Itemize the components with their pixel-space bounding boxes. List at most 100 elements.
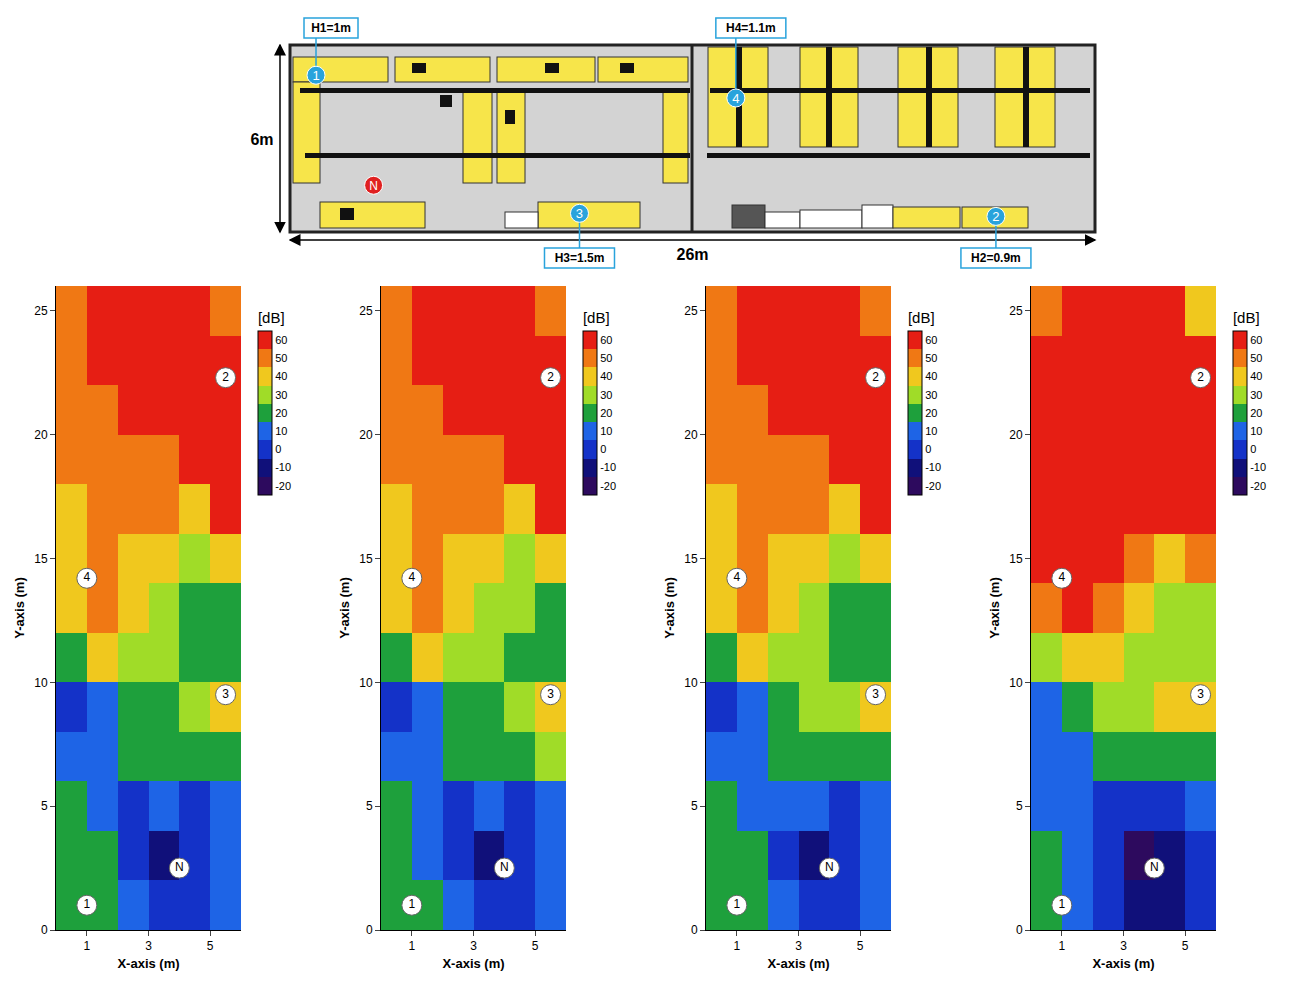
svg-text:10: 10 bbox=[359, 676, 373, 690]
svg-text:4: 4 bbox=[733, 570, 740, 584]
svg-text:2: 2 bbox=[222, 370, 229, 384]
svg-text:1: 1 bbox=[83, 897, 90, 911]
svg-text:H1=1m: H1=1m bbox=[311, 21, 351, 35]
svg-text:X-axis (m): X-axis (m) bbox=[1092, 956, 1154, 971]
svg-text:20: 20 bbox=[1250, 407, 1262, 419]
svg-text:[dB]: [dB] bbox=[583, 309, 610, 326]
svg-text:N: N bbox=[175, 860, 184, 874]
svg-text:25: 25 bbox=[359, 304, 373, 318]
svg-text:20: 20 bbox=[1009, 428, 1023, 442]
svg-text:60: 60 bbox=[925, 334, 937, 346]
svg-text:0: 0 bbox=[41, 923, 48, 937]
svg-text:1: 1 bbox=[408, 897, 415, 911]
svg-text:1: 1 bbox=[83, 939, 90, 953]
svg-text:25: 25 bbox=[1009, 304, 1023, 318]
svg-text:15: 15 bbox=[359, 552, 373, 566]
svg-text:15: 15 bbox=[34, 552, 48, 566]
svg-text:0: 0 bbox=[366, 923, 373, 937]
svg-text:[dB]: [dB] bbox=[1233, 309, 1260, 326]
svg-text:60: 60 bbox=[600, 334, 612, 346]
svg-text:2: 2 bbox=[1197, 370, 1204, 384]
svg-text:40: 40 bbox=[1250, 370, 1262, 382]
svg-text:5: 5 bbox=[207, 939, 214, 953]
svg-text:-20: -20 bbox=[925, 480, 941, 492]
svg-text:5: 5 bbox=[1182, 939, 1189, 953]
svg-text:4: 4 bbox=[408, 570, 415, 584]
svg-text:Y-axis (m): Y-axis (m) bbox=[337, 577, 352, 638]
svg-text:10: 10 bbox=[1009, 676, 1023, 690]
svg-text:[dB]: [dB] bbox=[908, 309, 935, 326]
svg-text:10: 10 bbox=[925, 425, 937, 437]
svg-text:3: 3 bbox=[1197, 687, 1204, 701]
svg-text:1: 1 bbox=[408, 939, 415, 953]
svg-text:25: 25 bbox=[34, 304, 48, 318]
svg-text:-10: -10 bbox=[1250, 461, 1266, 473]
svg-text:-20: -20 bbox=[600, 480, 616, 492]
svg-text:5: 5 bbox=[366, 799, 373, 813]
svg-text:10: 10 bbox=[600, 425, 612, 437]
svg-text:X-axis (m): X-axis (m) bbox=[442, 956, 504, 971]
svg-text:5: 5 bbox=[1016, 799, 1023, 813]
svg-text:15: 15 bbox=[1009, 552, 1023, 566]
svg-text:40: 40 bbox=[925, 370, 937, 382]
svg-text:20: 20 bbox=[600, 407, 612, 419]
svg-text:0: 0 bbox=[1250, 443, 1256, 455]
svg-text:50: 50 bbox=[600, 352, 612, 364]
svg-text:2: 2 bbox=[547, 370, 554, 384]
svg-text:-10: -10 bbox=[600, 461, 616, 473]
svg-text:-20: -20 bbox=[275, 480, 291, 492]
svg-text:50: 50 bbox=[275, 352, 287, 364]
svg-text:4: 4 bbox=[1058, 570, 1065, 584]
svg-text:N: N bbox=[500, 860, 509, 874]
svg-text:1: 1 bbox=[312, 68, 319, 83]
svg-text:60: 60 bbox=[1250, 334, 1262, 346]
svg-text:5: 5 bbox=[41, 799, 48, 813]
svg-text:25: 25 bbox=[684, 304, 698, 318]
svg-text:30: 30 bbox=[275, 389, 287, 401]
svg-text:1: 1 bbox=[733, 897, 740, 911]
svg-text:Y-axis (m): Y-axis (m) bbox=[662, 577, 677, 638]
svg-text:1: 1 bbox=[733, 939, 740, 953]
svg-text:N: N bbox=[1150, 860, 1159, 874]
svg-text:5: 5 bbox=[532, 939, 539, 953]
svg-text:30: 30 bbox=[925, 389, 937, 401]
svg-text:3: 3 bbox=[470, 939, 477, 953]
svg-text:H3=1.5m: H3=1.5m bbox=[555, 251, 605, 265]
svg-text:0: 0 bbox=[691, 923, 698, 937]
svg-text:N: N bbox=[825, 860, 834, 874]
svg-text:40: 40 bbox=[600, 370, 612, 382]
svg-text:X-axis (m): X-axis (m) bbox=[117, 956, 179, 971]
svg-text:20: 20 bbox=[684, 428, 698, 442]
svg-text:5: 5 bbox=[691, 799, 698, 813]
svg-text:60: 60 bbox=[275, 334, 287, 346]
svg-text:Y-axis (m): Y-axis (m) bbox=[987, 577, 1002, 638]
svg-text:3: 3 bbox=[576, 206, 583, 221]
svg-text:5: 5 bbox=[857, 939, 864, 953]
svg-text:-10: -10 bbox=[275, 461, 291, 473]
svg-text:20: 20 bbox=[925, 407, 937, 419]
svg-text:3: 3 bbox=[795, 939, 802, 953]
svg-text:3: 3 bbox=[145, 939, 152, 953]
svg-text:10: 10 bbox=[275, 425, 287, 437]
svg-text:2: 2 bbox=[992, 209, 999, 224]
svg-text:-20: -20 bbox=[1250, 480, 1266, 492]
svg-text:20: 20 bbox=[34, 428, 48, 442]
svg-text:0: 0 bbox=[925, 443, 931, 455]
svg-text:50: 50 bbox=[1250, 352, 1262, 364]
svg-text:0: 0 bbox=[1016, 923, 1023, 937]
svg-text:X-axis (m): X-axis (m) bbox=[767, 956, 829, 971]
svg-text:1: 1 bbox=[1058, 897, 1065, 911]
svg-text:[dB]: [dB] bbox=[258, 309, 285, 326]
svg-text:40: 40 bbox=[275, 370, 287, 382]
svg-text:10: 10 bbox=[34, 676, 48, 690]
svg-text:6m: 6m bbox=[250, 131, 273, 148]
svg-text:10: 10 bbox=[684, 676, 698, 690]
svg-text:4: 4 bbox=[83, 570, 90, 584]
svg-text:3: 3 bbox=[547, 687, 554, 701]
svg-text:Y-axis (m): Y-axis (m) bbox=[12, 577, 27, 638]
svg-text:30: 30 bbox=[600, 389, 612, 401]
svg-text:2: 2 bbox=[872, 370, 879, 384]
svg-text:0: 0 bbox=[275, 443, 281, 455]
svg-text:H4=1.1m: H4=1.1m bbox=[726, 21, 776, 35]
svg-text:4: 4 bbox=[732, 91, 739, 106]
